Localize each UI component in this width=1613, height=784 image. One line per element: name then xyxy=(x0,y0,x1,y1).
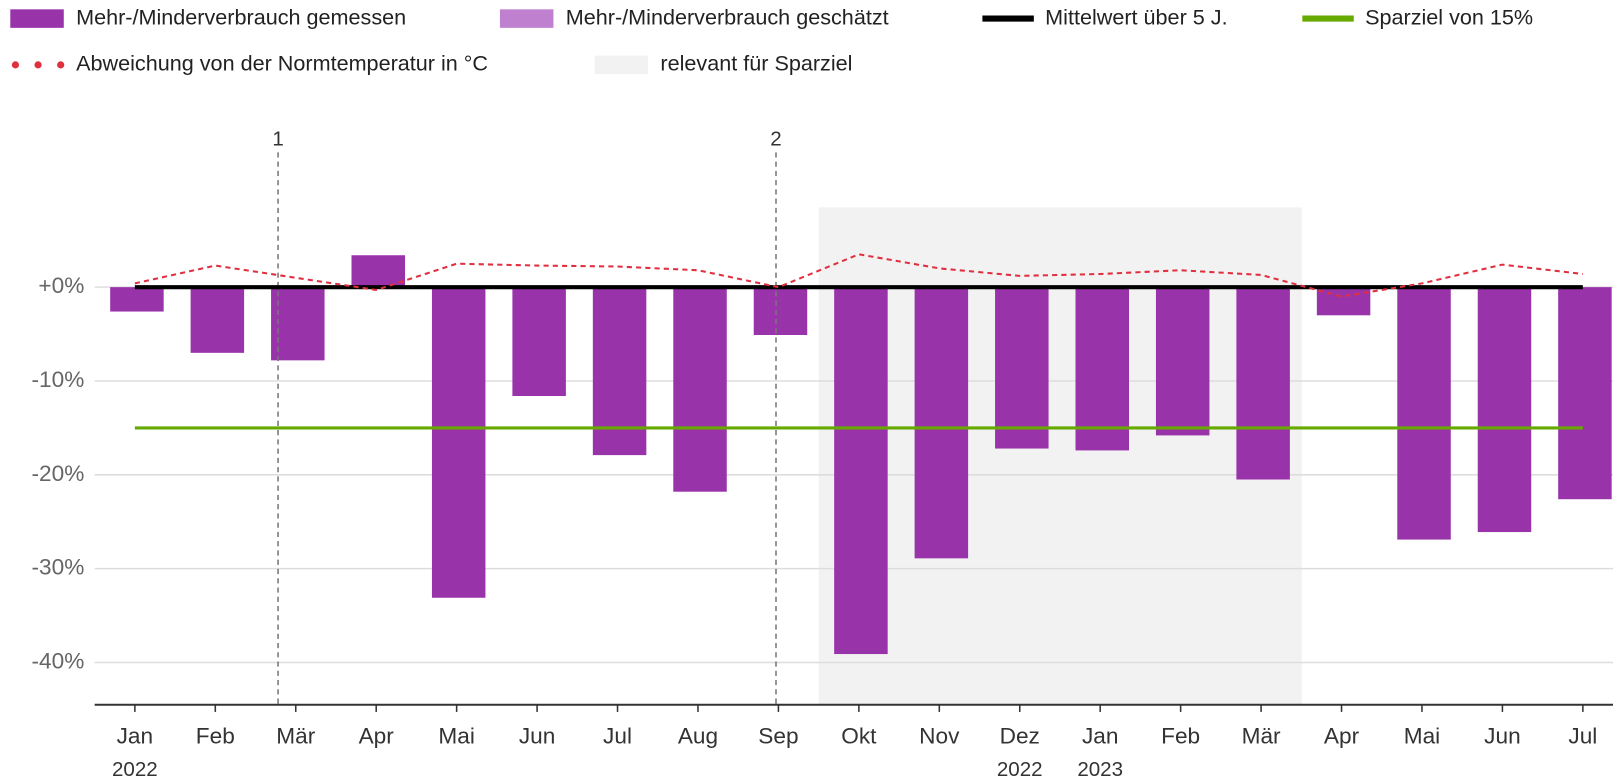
bar xyxy=(431,287,486,598)
legend-swatch xyxy=(499,9,554,28)
bar xyxy=(1236,287,1290,480)
x-tick-label: Apr xyxy=(359,724,395,749)
x-tick-label: Mai xyxy=(438,724,474,749)
legend-swatch xyxy=(34,61,42,69)
bar xyxy=(1477,287,1532,533)
x-tick-label: Nov xyxy=(919,724,960,749)
x-tick-label: Feb xyxy=(1161,724,1200,749)
temperature-line xyxy=(134,253,1583,298)
legend-swatch xyxy=(10,9,64,28)
legend-label: relevant für Sparziel xyxy=(660,51,852,76)
bar xyxy=(110,287,164,312)
legend-label: Mittelwert über 5 J. xyxy=(1045,4,1227,29)
highlight-band xyxy=(1059,207,1141,705)
bar xyxy=(914,287,969,559)
x-tick-label: Mär xyxy=(1242,724,1281,749)
x-tick-label: Apr xyxy=(1324,724,1360,749)
x-tick-label: Jan xyxy=(1082,724,1118,749)
x-tick-label: Jul xyxy=(603,724,632,749)
marker-label: 2 xyxy=(770,127,781,150)
bar xyxy=(190,287,245,353)
x-year-label: 2022 xyxy=(997,758,1043,781)
x-tick-label: Aug xyxy=(678,724,718,749)
x-year-label: 2023 xyxy=(1077,758,1123,781)
bar xyxy=(1558,287,1612,500)
y-tick-label: -30% xyxy=(32,555,85,580)
bar xyxy=(834,287,888,655)
x-tick-label: Okt xyxy=(841,724,877,749)
x-tick-label: Jun xyxy=(519,724,555,749)
bar xyxy=(271,287,325,361)
legend-label: Sparziel von 15% xyxy=(1365,4,1533,29)
y-tick-label: +0% xyxy=(38,273,84,298)
marker-label: 1 xyxy=(272,127,283,150)
x-tick-label: Sep xyxy=(758,724,798,749)
y-tick-label: -20% xyxy=(32,461,85,486)
bar xyxy=(592,287,647,456)
x-tick-label: Mai xyxy=(1404,724,1440,749)
x-tick-label: Jan xyxy=(117,724,153,749)
legend-label: Mehr-/Minderverbrauch geschätzt xyxy=(566,4,889,29)
bar xyxy=(995,287,1049,449)
x-tick-label: Jun xyxy=(1484,724,1520,749)
legend-label: Mehr-/Minderverbrauch gemessen xyxy=(76,4,406,29)
y-tick-label: -40% xyxy=(32,648,85,673)
highlight-band xyxy=(979,207,1061,705)
highlight-band xyxy=(1140,207,1222,705)
bar xyxy=(512,287,566,396)
bar xyxy=(1155,287,1210,436)
x-year-label: 2022 xyxy=(112,758,158,781)
bar xyxy=(351,255,405,288)
bar xyxy=(1397,287,1451,540)
legend-swatch xyxy=(11,61,20,69)
x-tick-label: Feb xyxy=(196,724,235,749)
legend-label: Abweichung von der Normtemperatur in °C xyxy=(76,51,488,76)
bar xyxy=(753,287,808,336)
bar xyxy=(1075,287,1129,451)
x-tick-label: Dez xyxy=(1000,724,1040,749)
y-tick-label: -10% xyxy=(32,367,85,392)
legend-swatch xyxy=(57,61,65,69)
x-tick-label: Mär xyxy=(276,724,315,749)
bar xyxy=(1316,287,1371,316)
bar xyxy=(673,287,727,492)
legend-swatch xyxy=(594,55,649,75)
x-tick-label: Jul xyxy=(1568,724,1597,749)
